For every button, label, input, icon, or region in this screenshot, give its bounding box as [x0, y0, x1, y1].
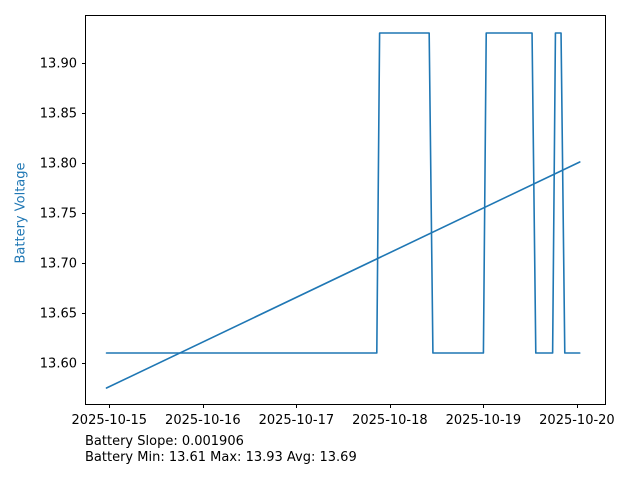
- y-tick-label: 13.85: [40, 107, 77, 122]
- x-tick-label: 2025-10-16: [165, 413, 241, 428]
- x-tick-label: 2025-10-17: [259, 413, 335, 428]
- x-tick-label: 2025-10-18: [352, 413, 428, 428]
- y-tick-label: 13.60: [40, 357, 77, 372]
- y-tick-label: 13.70: [40, 257, 77, 272]
- series-line-battery-voltage: [105, 32, 581, 354]
- plot-frame: [85, 15, 606, 405]
- y-tick-label: 13.80: [40, 157, 77, 172]
- y-axis-label: Battery Voltage: [13, 162, 29, 264]
- y-tick-label: 13.65: [40, 307, 77, 322]
- x-tick-label: 2025-10-20: [539, 413, 615, 428]
- x-tick-label: 2025-10-15: [72, 413, 148, 428]
- y-tick-label: 13.75: [40, 207, 77, 222]
- y-tick-label: 13.90: [40, 57, 77, 72]
- battery-slope-annotation: Battery Slope: 0.001906: [85, 434, 244, 449]
- x-tick-label: 2025-10-19: [446, 413, 522, 428]
- battery-min-max-avg-annotation: Battery Min: 13.61 Max: 13.93 Avg: 13.69: [85, 450, 357, 465]
- series-line-trend: [105, 161, 581, 389]
